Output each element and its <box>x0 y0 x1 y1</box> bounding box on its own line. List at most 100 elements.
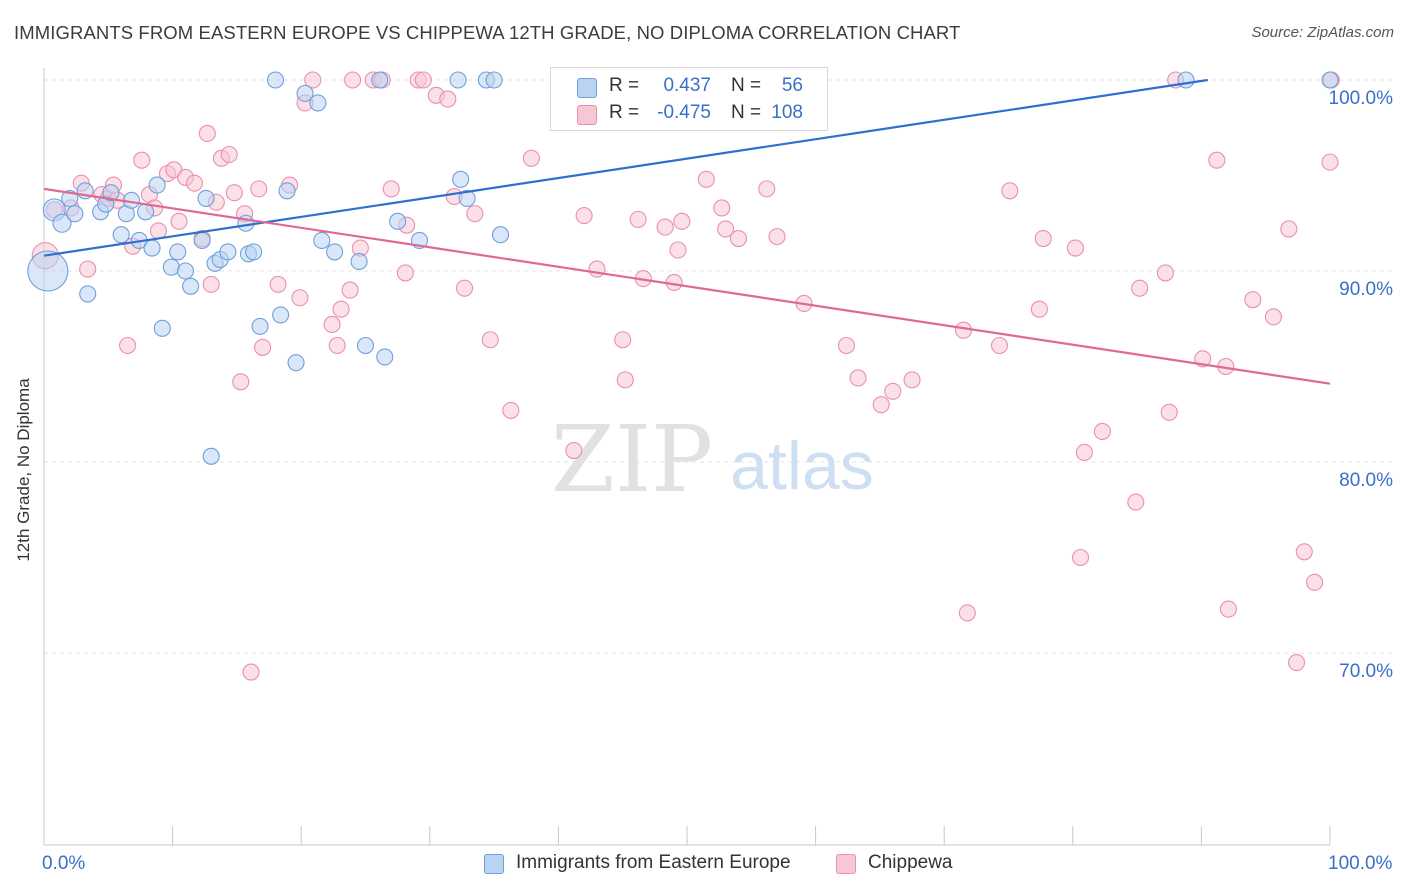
data-point-eastern-europe <box>458 189 476 207</box>
data-point-chippewa <box>837 336 856 355</box>
data-point-eastern-europe <box>197 189 215 207</box>
data-point-chippewa <box>170 212 188 230</box>
data-point-chippewa <box>903 371 921 389</box>
data-point-chippewa <box>232 373 250 391</box>
data-point-eastern-europe <box>491 226 510 244</box>
data-point-chippewa <box>1219 600 1237 618</box>
data-point-chippewa <box>1280 220 1298 238</box>
data-point-chippewa <box>729 229 747 248</box>
data-point-chippewa <box>629 210 647 228</box>
x-tick-label-max: 100.0% <box>1328 853 1393 874</box>
data-point-eastern-europe <box>102 184 120 202</box>
data-point-chippewa <box>954 321 973 339</box>
data-point-eastern-europe <box>169 243 187 261</box>
data-point-eastern-europe <box>176 262 195 280</box>
bottom-legend-label: Chippewa <box>868 852 953 873</box>
data-point-chippewa <box>414 71 432 89</box>
data-point-chippewa <box>344 71 362 89</box>
data-point-eastern-europe <box>66 205 84 223</box>
data-point-eastern-europe <box>143 239 161 257</box>
y-tick-label: 70.0% <box>1339 661 1393 682</box>
data-point-eastern-europe <box>389 212 407 230</box>
data-point-chippewa <box>341 281 359 299</box>
data-point-chippewa <box>1160 403 1178 421</box>
legend-row-eastern-europe: R = 0.437 N = 56 <box>551 74 827 100</box>
legend-r-label: R = <box>609 75 640 96</box>
y-tick-label: 90.0% <box>1339 279 1393 300</box>
data-point-chippewa <box>872 396 890 414</box>
data-point-chippewa <box>1131 279 1149 297</box>
data-point-chippewa <box>291 289 309 307</box>
data-point-chippewa <box>958 604 976 622</box>
data-point-eastern-europe <box>79 285 97 303</box>
legend-r-value: -0.475 <box>657 102 711 123</box>
source-credit: Source: ZipAtlas.com <box>1251 24 1394 41</box>
data-point-chippewa <box>396 264 414 282</box>
data-point-chippewa <box>1127 493 1145 511</box>
trend-line-chippewa <box>43 187 1331 385</box>
grid-layer <box>44 79 1392 654</box>
data-point-eastern-europe <box>52 213 72 233</box>
trend-line-eastern-europe <box>43 78 1208 257</box>
data-point-chippewa <box>884 382 902 400</box>
data-point-chippewa <box>466 205 484 223</box>
data-point-chippewa <box>439 90 457 108</box>
data-point-chippewa <box>673 212 691 230</box>
y-tick-label: 80.0% <box>1339 470 1393 491</box>
data-point-eastern-europe <box>153 319 171 337</box>
data-point-eastern-europe <box>202 447 220 465</box>
data-point-eastern-europe <box>309 94 327 112</box>
data-point-chippewa <box>1066 239 1084 257</box>
data-point-eastern-europe <box>162 258 180 276</box>
data-point-chippewa <box>133 151 151 169</box>
data-point-chippewa <box>990 336 1009 355</box>
data-point-chippewa <box>1034 229 1052 248</box>
data-point-eastern-europe <box>449 71 467 89</box>
data-point-chippewa <box>575 207 593 225</box>
data-point-chippewa <box>481 331 499 349</box>
data-point-eastern-europe <box>356 336 375 355</box>
data-point-chippewa <box>79 260 97 278</box>
data-point-chippewa <box>250 180 268 198</box>
watermark-atlas: atlas <box>730 428 874 504</box>
data-point-chippewa <box>616 371 634 389</box>
legend-n-label: N = <box>731 102 762 123</box>
data-point-chippewa <box>328 336 346 355</box>
data-point-chippewa <box>1030 300 1048 318</box>
series-chippewa <box>31 71 1340 681</box>
data-point-chippewa <box>1321 153 1339 171</box>
data-point-chippewa <box>332 300 350 318</box>
legend-swatch-blue <box>577 78 597 98</box>
trend-lines <box>43 78 1331 385</box>
data-point-chippewa <box>1093 422 1111 440</box>
x-tick-label-min: 0.0% <box>42 853 86 874</box>
data-point-eastern-europe <box>485 71 503 89</box>
legend-swatch-pink <box>577 105 597 125</box>
data-point-chippewa <box>455 279 474 297</box>
data-point-eastern-europe <box>278 182 296 200</box>
data-point-eastern-europe <box>326 243 344 261</box>
series-immigrants-eastern-europe <box>27 71 1339 465</box>
data-point-chippewa <box>1208 151 1226 169</box>
chart-title: IMMIGRANTS FROM EASTERN EUROPE VS CHIPPE… <box>14 22 961 43</box>
data-point-chippewa <box>713 199 731 217</box>
data-point-chippewa <box>254 338 272 356</box>
data-point-chippewa <box>198 124 216 143</box>
data-point-eastern-europe <box>1321 71 1339 89</box>
data-point-chippewa <box>849 369 867 387</box>
data-point-chippewa <box>588 260 606 278</box>
data-point-eastern-europe <box>313 231 331 249</box>
watermark-zip: ZIP <box>551 406 713 513</box>
bottom-legend-swatch-blue <box>484 854 504 874</box>
data-point-eastern-europe <box>296 84 314 102</box>
data-point-chippewa <box>1001 182 1019 200</box>
y-axis-title: 12th Grade, No Diploma <box>14 378 33 562</box>
data-point-chippewa <box>185 174 204 192</box>
bottom-legend-label: Immigrants from Eastern Europe <box>516 852 791 873</box>
data-point-eastern-europe <box>371 71 389 89</box>
data-point-eastern-europe <box>287 354 305 372</box>
data-point-chippewa <box>522 149 540 167</box>
data-point-chippewa <box>220 145 238 164</box>
y-tick-labels: 70.0% 80.0% 90.0% 100.0% <box>1329 88 1394 682</box>
